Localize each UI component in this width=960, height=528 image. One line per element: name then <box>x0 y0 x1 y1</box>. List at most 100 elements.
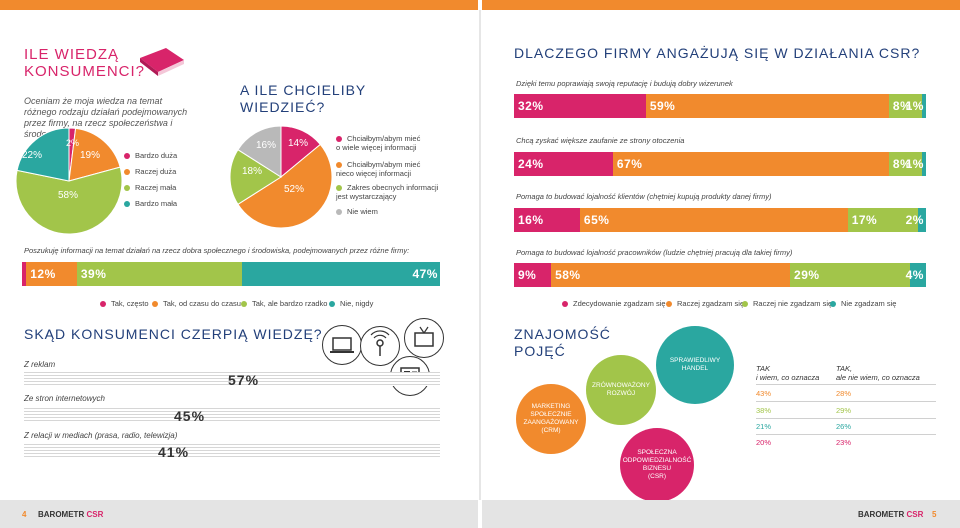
bar-label: 4% <box>905 268 924 282</box>
table-rule <box>756 434 936 435</box>
bar-label: 1% <box>905 99 924 113</box>
pie-label: 14% <box>288 138 309 149</box>
book-icon <box>140 48 184 76</box>
search-legend-0: Tak, często <box>100 299 149 308</box>
page-fold <box>479 10 481 500</box>
pie-slice <box>237 126 282 178</box>
table-head-0: TAK i wiem, co oznacza <box>756 364 820 382</box>
bar-label: 58% <box>555 268 581 282</box>
bar-label: 2% <box>905 213 924 227</box>
sources-title: SKĄD KONSUMENCI CZERPIĄ WIEDZĘ? <box>24 326 323 342</box>
bar-label: 29% <box>794 268 820 282</box>
concept-fairtrade: SPRAWIEDLIWY HANDEL <box>656 326 734 404</box>
bar-label: 47% <box>412 267 438 281</box>
source-value-web: 45% <box>174 408 206 424</box>
pie-label: 19% <box>80 150 101 161</box>
pie-label: 18% <box>242 166 263 177</box>
pie-label: 2% <box>66 138 80 148</box>
want-legend-2: Zakres obecnych informacji jest wystarcz… <box>336 183 439 201</box>
why-bar-0: 32% 59% 8% 1% <box>514 94 926 118</box>
brand-left: BAROMETR CSR <box>38 510 104 519</box>
tv-icon <box>404 318 444 358</box>
why-caption-3: Pomaga to budować lojalność pracowników … <box>516 248 793 257</box>
bar-segment: 32% <box>514 94 646 118</box>
top-bar-left <box>0 0 478 10</box>
bar-segment: 29% <box>790 263 910 287</box>
table-cell: 20% <box>756 438 772 447</box>
why-caption-2: Pomaga to budować lojalność klientów (ch… <box>516 192 772 201</box>
table-cell: 26% <box>836 422 852 431</box>
source-bar-media <box>24 444 440 458</box>
table-cell: 43% <box>756 389 772 398</box>
why-legend-2: Raczej nie zgadzam się <box>742 299 832 308</box>
bar-segment: 9% <box>514 263 552 287</box>
why-bar-2: 16% 65% 17% 2% <box>514 208 926 232</box>
bar-label: 67% <box>616 157 643 171</box>
bar-label: 12% <box>30 267 56 281</box>
concepts-title: ZNAJOMOŚĆ POJĘĆ <box>514 326 611 359</box>
table-cell: 21% <box>756 422 772 431</box>
bar-segment: 4% <box>906 263 926 287</box>
source-label-web: Ze stron internetowych <box>24 394 105 403</box>
pie-slice <box>16 128 70 182</box>
source-label-media: Z relacji w mediach (prasa, radio, telew… <box>24 431 178 440</box>
pie-label: 58% <box>58 190 79 201</box>
source-bar-ads <box>24 372 440 386</box>
bar-segment: 1% <box>906 94 926 118</box>
knowledge-legend-0: Bardzo duża <box>124 151 177 160</box>
top-bar-right <box>482 0 960 10</box>
table-cell: 23% <box>836 438 852 447</box>
want-title: A ILE CHCIELIBY WIEDZIEĆ? <box>240 82 367 115</box>
source-value-ads: 57% <box>228 372 260 388</box>
concept-csr: SPOŁECZNA ODPOWIEDZIALNOŚĆ BIZNESU (CSR) <box>620 428 694 502</box>
footer-right: BAROMETR CSR 5 <box>482 500 960 528</box>
search-caption: Poszukuję informacji na temat działań na… <box>24 246 410 255</box>
bar-label: 39% <box>80 267 107 281</box>
source-label-ads: Z reklam <box>24 360 56 369</box>
bar-label: 59% <box>649 99 676 113</box>
bar-segment: 12% <box>26 262 77 286</box>
search-legend-3: Nie, nigdy <box>329 299 373 308</box>
pie-label: 22% <box>22 150 43 161</box>
table-cell: 38% <box>756 406 772 415</box>
want-pie <box>230 126 332 228</box>
bar-segment: 16% <box>514 208 580 232</box>
want-legend-3: Nie wiem <box>336 207 378 216</box>
pie-slice <box>16 166 122 234</box>
why-legend-1: Raczej zgadzam się <box>666 299 744 308</box>
bar-segment: 65% <box>579 208 848 232</box>
pie-slice <box>68 128 121 182</box>
bar-label: 16% <box>518 213 544 227</box>
knowledge-legend-1: Raczej duża <box>124 167 176 176</box>
why-caption-0: Dzięki temu poprawiają swoją reputację i… <box>516 79 733 88</box>
bar-segment: 67% <box>612 152 889 176</box>
pie-slice <box>237 143 332 228</box>
knowledge-pie-labels: 2% 19% 58% 22% <box>16 128 122 234</box>
laptop-icon <box>322 325 362 365</box>
source-value-media: 41% <box>158 444 190 460</box>
table-cell: 29% <box>836 406 852 415</box>
bar-label: 9% <box>518 268 537 282</box>
page-number-left: 4 <box>22 510 27 519</box>
bar-segment: 24% <box>514 152 613 176</box>
table-cell: 28% <box>836 389 852 398</box>
brand-right: BAROMETR CSR <box>858 510 924 519</box>
pie-label: 16% <box>256 140 277 151</box>
bar-segment: 8% <box>888 94 922 118</box>
table-rule <box>756 401 936 402</box>
bar-label: 8% <box>892 99 912 113</box>
bar-label: 65% <box>583 213 610 227</box>
want-pie-labels: 14% 52% 18% 16% <box>230 126 332 228</box>
table-rule <box>756 384 936 385</box>
footer-left: 4 BAROMETR CSR <box>0 500 478 528</box>
bar-label: 32% <box>518 99 544 113</box>
bar-segment: 1% <box>906 152 926 176</box>
table-head-1: TAK, ale nie wiem, co oznacza <box>836 364 920 382</box>
concept-crm: MARKETING SPOŁECZNIE ZAANGAŻOWANY (CRM) <box>516 384 586 454</box>
bar-label: 8% <box>892 157 912 171</box>
knowledge-title: ILE WIEDZĄ KONSUMENCI? <box>24 46 146 80</box>
bar-segment: 2% <box>906 208 926 232</box>
knowledge-legend-2: Raczej mała <box>124 183 176 192</box>
why-title: DLACZEGO FIRMY ANGAŻUJĄ SIĘ W DZIAŁANIA … <box>514 45 921 61</box>
radio-icon <box>360 326 400 366</box>
